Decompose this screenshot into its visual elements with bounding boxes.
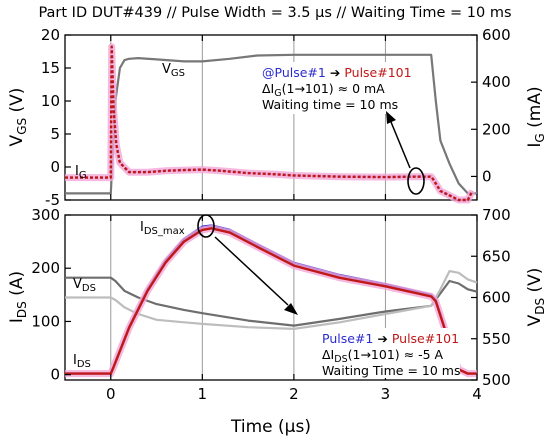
vds-trace-label-sub: DS [82,283,96,294]
bottom-delta-main: ΔI [322,347,334,362]
ids-trace-label: IDS [73,353,91,370]
top-right-axis-label-main: I [525,143,545,148]
bottom-right-y-tick-label: 600 [482,289,511,307]
top-left-axis-label: VGS (V) [7,88,29,147]
top-left-y-tick-label: 10 [41,92,60,110]
x-tick-label: 3 [381,385,391,403]
ids-trace-label-sub: DS [77,359,91,370]
bottom-annotation-background [318,328,460,378]
top-left-axis-label-sub: GS [15,118,29,135]
bottom-left-axis-label-main: I [7,318,27,323]
vgs-trace-label-sub: GS [171,68,185,79]
top-left-axis-label-unit: (V) [7,88,27,118]
x-tick-label: 1 [198,385,208,403]
ids-max-label: IDS_max [140,220,185,237]
top-series-pulse-101 [65,45,474,202]
top-pointer-arrow [386,111,411,169]
bottom-legend-pulse1: Pulse#1 [322,331,373,346]
bottom-right-y-tick-label: 500 [482,371,511,389]
figure-header: Part ID DUT#439 // Pulse Width = 3.5 μs … [38,5,511,21]
top-delta-rest: (1→101) ≈ 0 mA [282,81,386,96]
top-right-axis-label: IG (mA) [525,86,547,147]
bottom-delta-rest: (1→101) ≈ -5 A [348,347,444,362]
top-series-vgs [65,53,477,195]
x-tick-label: 0 [106,385,116,403]
ig-trace-label-main: I [75,164,79,179]
top-right-axis-label-unit: (mA) [525,86,545,133]
bottom-right-axis-label: VDS (V) [525,268,547,327]
bottom-delta-line: ΔIDS(1→101) ≈ -5 A [322,347,444,365]
bottom-right-axis-label-unit: (V) [525,268,545,298]
bottom-pointer-arrow [214,236,298,315]
bottom-legend-arrow: ➔ [377,331,387,346]
bottom-ticks: 0 1 2 3 4 0 100 200 300 500 550 600 650 700 [31,206,510,403]
bottom-left-y-tick-label: 0 [50,366,60,384]
bottom-right-y-tick-label: 650 [482,247,511,265]
top-legend-pulse101: Pulse#101 [344,65,411,80]
top-left-y-tick-label: 15 [41,59,60,77]
top-left-y-tick-label: 20 [41,26,60,44]
bottom-annotation: Pulse#1 ➔ Pulse#101 ΔIDS(1→101) ≈ -5 A Wai… [318,328,460,378]
top-delta-main: ΔI [262,81,274,96]
bottom-series-vds-pulse-101 [65,270,478,330]
top-left-y-tick-label: 5 [50,125,60,143]
vgs-trace-label-main: V [162,62,171,77]
ids-max-label-sub: DS_max [144,226,185,237]
bottom-left-y-tick-label: 100 [31,312,60,330]
bottom-legend-pulse101: Pulse#101 [392,331,459,346]
top-annotation: @Pulse#1 ➔ Pulse#101 ΔIG(1→101) ≈ 0 mA Wai… [258,62,422,114]
ids-trace-label-main: I [73,353,77,368]
bottom-left-axis-label: IDS (A) [7,271,29,323]
top-left-axis-label-main: V [7,134,27,146]
top-highlight-ellipse [407,167,425,195]
bottom-waiting-line: Waiting Time = 10 ms [322,363,460,378]
bottom-right-axis-label-sub: DS [533,298,547,315]
top-delta-sub: G [274,88,281,99]
top-legend-pulse1: @Pulse#1 [262,65,326,80]
bottom-right-y-tick-label: 700 [482,206,511,224]
bottom-left-y-tick-label: 300 [31,206,60,224]
top-delta-line: ΔIG(1→101) ≈ 0 mA [262,81,385,99]
bottom-left-axis-label-unit: (A) [7,271,27,301]
bottom-delta-sub: DS [334,354,347,365]
ig-trace-label: IG [75,164,87,181]
top-waiting-line: Waiting time = 10 ms [262,97,398,112]
top-annotation-background [258,62,422,114]
x-tick-label: 4 [472,385,482,403]
ids-max-label-main: I [140,220,144,235]
top-right-y-tick-label: 0 [482,167,492,185]
top-legend-line: @Pulse#1 ➔ Pulse#101 [262,65,412,80]
top-traces [65,43,477,204]
x-axis-label: Time (μs) [230,417,311,437]
top-right-y-tick-label: 400 [482,73,511,91]
vds-trace-label: VDS [73,277,96,294]
bottom-highlight-ellipse [197,214,215,238]
top-right-axis-label-sub: G [533,133,547,142]
ig-trace-label-sub: G [79,170,87,181]
x-tick-label: 2 [289,385,299,403]
vgs-trace-label: VGS [162,62,185,79]
top-legend-arrow: ➔ [330,65,340,80]
top-plot-frame [64,34,478,201]
top-right-y-tick-label: 600 [482,26,511,44]
bottom-left-axis-label-sub: DS [15,301,29,318]
top-left-y-tick-label: 0 [50,158,60,176]
top-left-y-tick-label: -5 [45,191,60,209]
bottom-series-vds-pulse-1 [65,276,478,327]
top-right-y-tick-label: 200 [482,120,511,138]
vds-trace-label-main: V [73,277,82,292]
bottom-left-y-tick-label: 200 [31,259,60,277]
bottom-right-axis-label-main: V [525,314,545,326]
bottom-legend-line: Pulse#1 ➔ Pulse#101 [322,331,459,346]
bottom-right-y-tick-label: 550 [482,330,511,348]
